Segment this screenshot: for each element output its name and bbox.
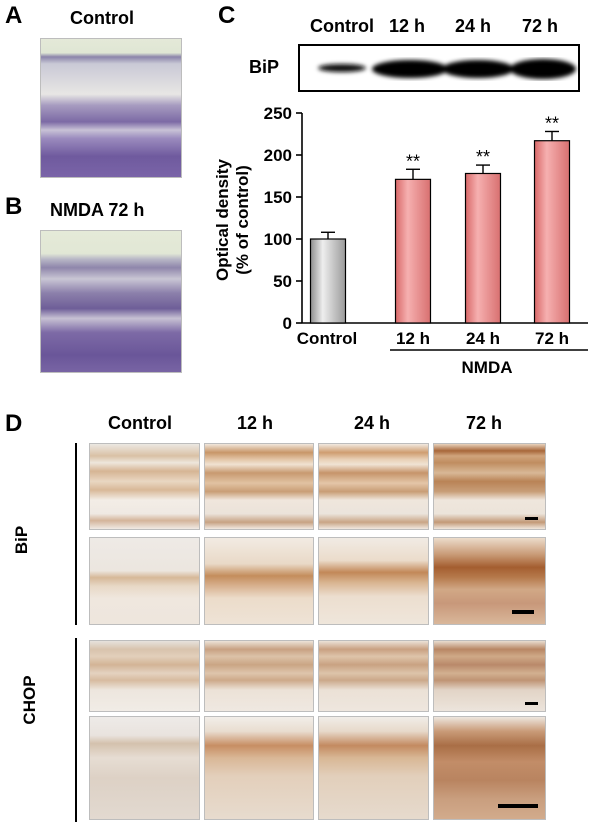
significance-marker: ** xyxy=(545,113,559,133)
scale-bar-bip-high xyxy=(512,610,534,614)
blot-lane-label-24h: 24 h xyxy=(455,16,492,36)
panel-b-title: NMDA 72 h xyxy=(50,200,145,220)
x-tick-label: 72 h xyxy=(535,329,569,348)
bar-24h xyxy=(464,172,502,324)
panel-label-d: D xyxy=(5,410,23,437)
ihc-chop-control-high-image xyxy=(89,716,200,820)
y-tick-label: 50 xyxy=(273,272,292,291)
ihc-chop-control-low-image xyxy=(89,640,200,712)
ihc-row-label-chop: CHOP xyxy=(20,675,39,725)
y-axis-title-line2: (% of control) xyxy=(233,165,252,275)
ihc-chop-72h-high-image xyxy=(433,716,546,820)
blot-protein-label: BiP xyxy=(249,57,280,77)
ihc-bip-control-low-image xyxy=(89,443,200,530)
ihc-bip-12h-low-image xyxy=(204,443,314,530)
significance-marker: ** xyxy=(406,151,420,171)
ihc-chop-12h-high-image xyxy=(204,716,314,820)
ihc-chop-24h-high-image xyxy=(318,716,429,820)
scale-bar-bip-low xyxy=(525,517,538,520)
significance-marker: ** xyxy=(476,147,490,167)
ihc-row-label-bip: BiP xyxy=(12,525,31,555)
ihc-column-label-24h: 24 h xyxy=(354,413,391,433)
scale-bar-chop-high xyxy=(498,804,538,808)
bar-12h xyxy=(394,178,432,324)
chop-row-bracket xyxy=(75,638,77,822)
ihc-bip-72h-low-image xyxy=(433,443,546,530)
blot-band-72h xyxy=(510,59,576,79)
blot-lane-label-72h: 72 h xyxy=(522,16,559,36)
western-blot-image xyxy=(298,44,580,92)
y-tick-label: 100 xyxy=(264,230,292,249)
ihc-chop-12h-low-image xyxy=(204,640,314,712)
ihc-column-label-12h: 12 h xyxy=(237,413,274,433)
y-tick-label: 150 xyxy=(264,188,292,207)
x-tick-label: 24 h xyxy=(466,329,500,348)
scale-bar-chop-low xyxy=(525,702,538,705)
blot-lane-label-12h: 12 h xyxy=(389,16,426,36)
ihc-chop-24h-low-image xyxy=(318,640,429,712)
y-tick-label: 250 xyxy=(264,104,292,123)
y-tick-label: 200 xyxy=(264,146,292,165)
panel-a-title: Control xyxy=(70,8,134,28)
x-tick-label: Control xyxy=(297,329,357,348)
bar-72h xyxy=(533,140,571,324)
optical-density-bar-chart: Optical density (% of control) 0 50 100 150… xyxy=(213,104,588,377)
nmda-group-label: NMDA xyxy=(462,358,513,377)
panel-label-c: C xyxy=(218,2,236,29)
ihc-chop-72h-low-image xyxy=(433,640,546,712)
bar-control xyxy=(309,238,347,324)
ihc-bip-24h-high-image xyxy=(318,537,429,625)
ihc-bip-12h-high-image xyxy=(204,537,314,625)
blot-band-control xyxy=(318,64,366,72)
bip-row-bracket xyxy=(75,443,77,625)
ihc-column-label-control: Control xyxy=(108,413,172,433)
y-tick-label: 0 xyxy=(283,314,292,333)
blot-band-24h xyxy=(442,60,514,78)
he-stain-control-image xyxy=(40,38,182,178)
ihc-bip-control-high-image xyxy=(89,537,200,625)
panel-label-b: B xyxy=(5,193,23,220)
blot-band-12h xyxy=(372,60,448,78)
x-tick-label: 12 h xyxy=(396,329,430,348)
he-stain-nmda-image xyxy=(40,230,182,373)
blot-lane-label-control: Control xyxy=(310,16,374,36)
ihc-column-label-72h: 72 h xyxy=(466,413,503,433)
ihc-bip-24h-low-image xyxy=(318,443,429,530)
panel-label-a: A xyxy=(5,2,23,29)
y-axis-title-line1: Optical density xyxy=(213,159,232,281)
